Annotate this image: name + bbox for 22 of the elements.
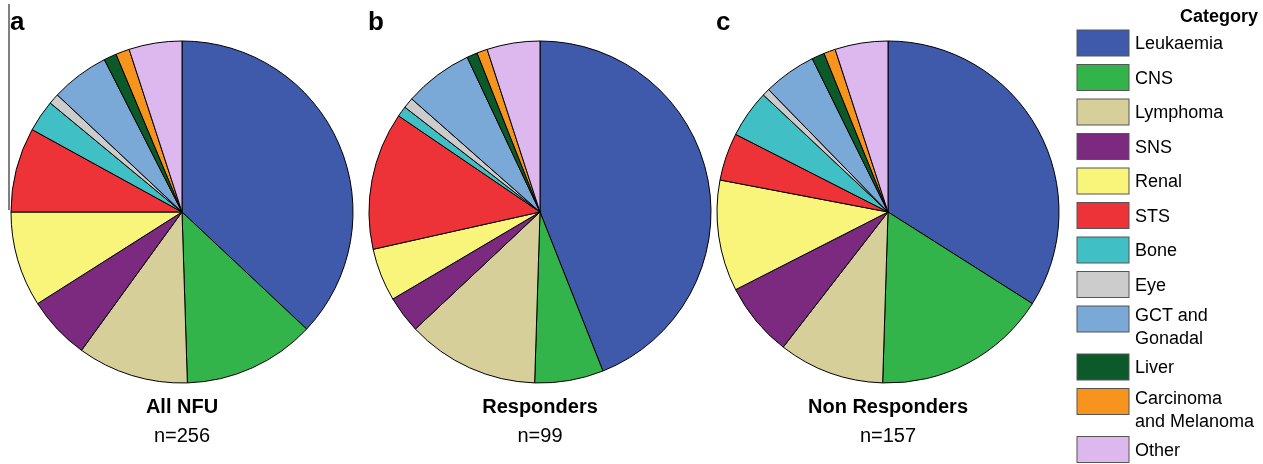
- text: n=256: [153, 424, 211, 446]
- legend-label: Lymphoma: [1135, 102, 1225, 122]
- legend-label: Liver: [1135, 357, 1175, 377]
- text: c: [716, 6, 731, 36]
- text: a: [10, 6, 25, 36]
- text: n=157: [859, 424, 917, 446]
- legend-title: Category: [1179, 6, 1258, 26]
- text: b: [368, 6, 384, 36]
- legend-label: CNS: [1135, 67, 1174, 88]
- text: Responders: [482, 395, 598, 417]
- legend-label: Renal: [1135, 171, 1183, 191]
- legend-label: Leukaemia: [1135, 33, 1225, 53]
- legend-label: Bone: [1135, 240, 1178, 260]
- legend-label: STS: [1135, 205, 1171, 226]
- text: n=99: [517, 424, 563, 446]
- text: All NFU: [145, 395, 219, 417]
- legend-label: Carcinoma and Melanoma: [1135, 387, 1256, 431]
- legend-label: SNS: [1135, 136, 1173, 157]
- text: Non Responders: [807, 395, 969, 417]
- legend-label: GCT and Gonadal: [1135, 305, 1208, 348]
- legend-label: Eye: [1135, 274, 1167, 295]
- legend-label: Other: [1135, 439, 1181, 460]
